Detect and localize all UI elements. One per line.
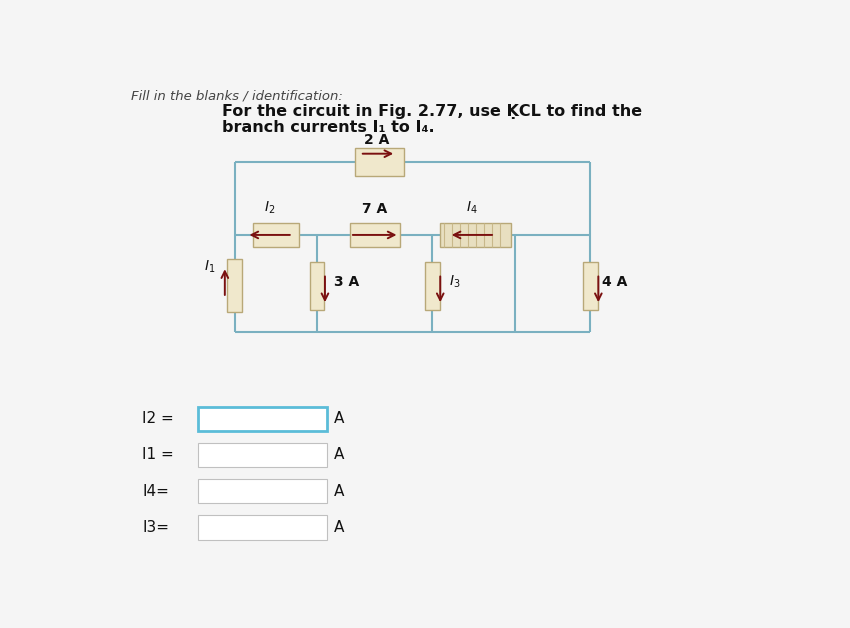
- Text: I3=: I3=: [143, 520, 169, 535]
- Text: For the circuit in Fig. 2.77, use ḲCL to find the: For the circuit in Fig. 2.77, use ḲCL to…: [222, 104, 642, 119]
- Bar: [350, 223, 400, 247]
- Text: A: A: [333, 411, 344, 426]
- Text: I1 =: I1 =: [143, 448, 174, 462]
- Text: A: A: [333, 448, 344, 462]
- Bar: [425, 261, 439, 310]
- Text: A: A: [333, 484, 344, 499]
- Bar: [199, 443, 327, 467]
- Bar: [355, 148, 405, 176]
- Text: 3 A: 3 A: [333, 275, 359, 289]
- Bar: [439, 223, 511, 247]
- Text: $I_2$: $I_2$: [264, 199, 275, 215]
- Text: branch currents I₁ to I₄.: branch currents I₁ to I₄.: [222, 120, 434, 135]
- Bar: [199, 406, 327, 431]
- Text: Fill in the blanks / identification:: Fill in the blanks / identification:: [131, 90, 343, 103]
- Text: $I_4$: $I_4$: [466, 199, 478, 215]
- Text: $I_1$: $I_1$: [204, 258, 215, 274]
- Bar: [199, 479, 327, 503]
- Bar: [309, 261, 325, 310]
- Bar: [228, 259, 242, 312]
- Text: $I_3$: $I_3$: [449, 274, 460, 290]
- Text: 4 A: 4 A: [603, 275, 627, 289]
- Text: 2 A: 2 A: [364, 133, 389, 147]
- Bar: [199, 516, 327, 539]
- Text: A: A: [333, 520, 344, 535]
- Bar: [583, 261, 598, 310]
- Text: 7 A: 7 A: [362, 202, 388, 215]
- Text: I4=: I4=: [143, 484, 169, 499]
- Bar: [253, 223, 299, 247]
- Text: I2 =: I2 =: [143, 411, 174, 426]
